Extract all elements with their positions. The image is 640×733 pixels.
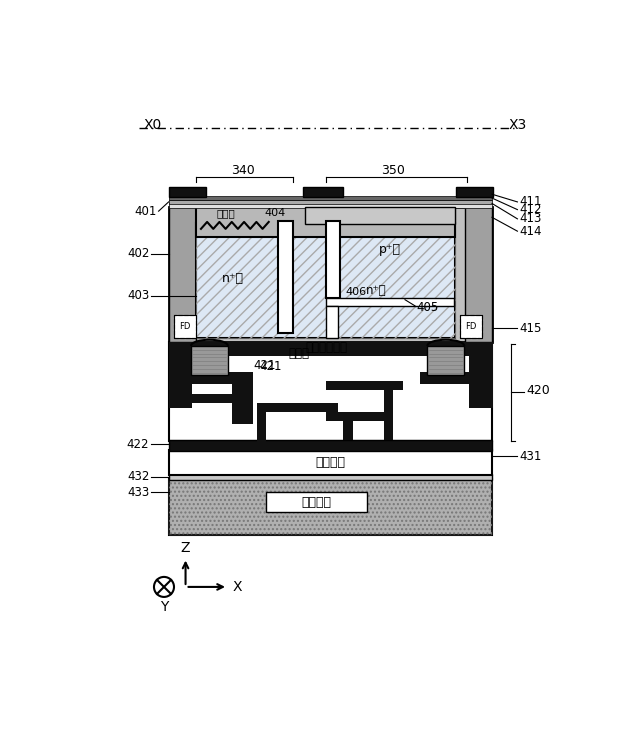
Text: Y: Y — [160, 600, 168, 614]
Bar — [174, 315, 196, 338]
Text: n⁺層: n⁺層 — [365, 284, 387, 297]
Bar — [168, 450, 492, 474]
Bar — [326, 412, 394, 421]
Bar — [428, 346, 464, 375]
Text: X0: X0 — [143, 118, 161, 132]
Bar — [168, 342, 492, 356]
Text: X3: X3 — [508, 118, 527, 132]
Text: 411: 411 — [519, 196, 541, 208]
Bar — [232, 372, 253, 424]
Bar — [420, 372, 478, 383]
Text: ホール蓄積部: ホール蓄積部 — [305, 341, 348, 354]
Bar — [469, 342, 493, 408]
Text: 402: 402 — [127, 247, 149, 260]
Bar — [326, 298, 454, 306]
Bar — [196, 223, 455, 338]
Bar — [182, 372, 239, 383]
Bar — [168, 199, 492, 205]
Bar — [168, 342, 492, 441]
Text: 平坦化層: 平坦化層 — [316, 456, 346, 468]
Bar — [168, 479, 492, 534]
Bar — [191, 346, 228, 375]
Bar — [465, 207, 492, 342]
Text: n⁺層: n⁺層 — [222, 273, 244, 285]
Bar — [196, 223, 455, 338]
Bar — [257, 403, 266, 446]
Text: p⁺層: p⁺層 — [379, 243, 401, 256]
Bar — [196, 207, 455, 237]
Text: 431: 431 — [519, 449, 541, 463]
Bar — [168, 479, 492, 534]
Text: 420: 420 — [527, 384, 550, 397]
Bar — [279, 222, 292, 332]
Bar — [168, 440, 492, 451]
Text: 421: 421 — [253, 358, 276, 372]
Text: 403: 403 — [127, 290, 149, 302]
Text: FD: FD — [179, 323, 191, 331]
Bar — [460, 315, 482, 338]
Bar — [303, 186, 344, 197]
Bar — [266, 493, 367, 512]
Text: 432: 432 — [127, 471, 149, 483]
Bar — [278, 221, 293, 333]
Bar — [344, 421, 353, 440]
Text: 413: 413 — [519, 213, 541, 225]
Text: 421: 421 — [259, 360, 282, 373]
Bar — [168, 342, 192, 408]
Bar — [168, 207, 196, 342]
Bar — [168, 474, 492, 480]
Bar — [456, 186, 493, 197]
Bar — [168, 207, 492, 342]
Bar — [384, 390, 394, 440]
Bar — [460, 315, 482, 338]
Text: FD: FD — [465, 323, 477, 331]
Text: 405: 405 — [417, 301, 439, 314]
Bar — [168, 186, 205, 197]
Bar — [168, 204, 492, 208]
Bar — [257, 403, 338, 412]
Text: 422: 422 — [127, 438, 149, 451]
Text: 415: 415 — [519, 322, 541, 335]
Text: 404: 404 — [265, 208, 286, 218]
Bar — [326, 221, 340, 298]
Text: Z: Z — [181, 542, 190, 556]
Bar — [326, 380, 403, 390]
Bar — [174, 315, 196, 338]
Text: 350: 350 — [381, 164, 405, 177]
Bar — [168, 196, 492, 200]
Text: 414: 414 — [519, 225, 541, 237]
Text: 401: 401 — [134, 205, 157, 218]
Text: 絶縁層: 絶縁層 — [288, 347, 309, 360]
Text: 340: 340 — [232, 164, 255, 177]
Text: 433: 433 — [127, 486, 149, 498]
Text: 412: 412 — [519, 203, 541, 216]
Bar — [305, 207, 455, 224]
Bar — [326, 306, 338, 338]
Text: 酸化膜: 酸化膜 — [216, 208, 235, 218]
Bar — [182, 394, 253, 403]
Text: X: X — [232, 580, 242, 594]
Text: 支持基板: 支持基板 — [301, 496, 332, 509]
Text: 406: 406 — [345, 287, 366, 297]
